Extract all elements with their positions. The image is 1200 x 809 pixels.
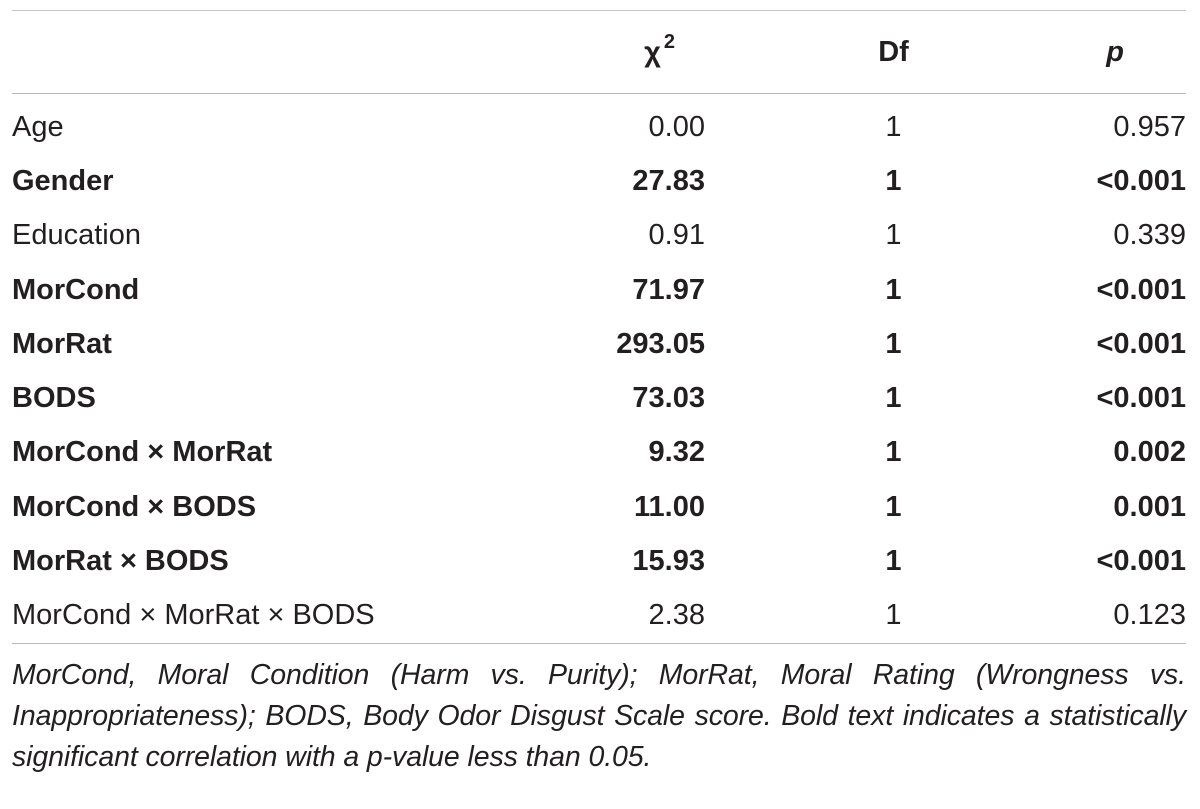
row-df: 1 (885, 490, 902, 523)
row-df: 1 (885, 110, 902, 143)
table-row: MorCond 71.97 1 <0.001 (12, 263, 1186, 317)
row-chi-square: 73.03 (632, 382, 705, 415)
row-p-value: 0.123 (1113, 599, 1186, 632)
table-row: MorRat × BODS 15.93 1 <0.001 (12, 534, 1186, 588)
row-p-value: <0.001 (1096, 327, 1186, 360)
table-body: Age 0.00 1 0.957 Gender 27.83 1 <0.001 Education… (12, 94, 1186, 643)
row-chi-square: 15.93 (632, 545, 705, 578)
row-chi-square: 293.05 (616, 327, 705, 360)
table-row: Gender 27.83 1 <0.001 (12, 154, 1186, 208)
row-p-value: <0.001 (1096, 164, 1186, 197)
header-rule (12, 93, 1186, 94)
row-label: MorRat × BODS (12, 545, 229, 578)
table-row: Education 0.91 1 0.339 (12, 209, 1186, 263)
row-label: MorRat (12, 327, 112, 360)
table-row: Age 0.00 1 0.957 (12, 94, 1186, 154)
row-chi-square: 9.32 (648, 436, 705, 469)
header-label (12, 11, 572, 93)
row-df: 1 (885, 545, 902, 578)
table-row: MorCond × BODS 11.00 1 0.001 (12, 480, 1186, 534)
row-p-value: <0.001 (1096, 273, 1186, 306)
row-df: 1 (885, 219, 902, 252)
header-chi-superscript: 2 (663, 31, 675, 54)
table-top-rule (12, 10, 1186, 11)
row-chi-square: 0.91 (648, 219, 705, 252)
row-p-value: 0.339 (1113, 219, 1186, 252)
row-label: MorCond × BODS (12, 490, 257, 523)
row-df: 1 (885, 327, 902, 360)
table-row: MorRat 293.05 1 <0.001 (12, 317, 1186, 371)
table-footnote: MorCond, Moral Condition (Harm vs. Purit… (12, 658, 1186, 773)
row-chi-square: 27.83 (632, 164, 705, 197)
row-label: Age (12, 110, 64, 143)
row-p-value: <0.001 (1096, 545, 1186, 578)
row-label: MorCond × MorRat (12, 436, 273, 469)
row-p-value: 0.002 (1113, 436, 1186, 469)
row-label: Gender (12, 164, 114, 197)
row-df: 1 (885, 436, 902, 469)
header-p: p (1106, 35, 1124, 68)
row-label: MorCond (12, 273, 140, 306)
row-chi-square: 11.00 (634, 490, 705, 523)
table-bottom-rule (12, 642, 1186, 644)
table-row: MorCond × MorRat 9.32 1 0.002 (12, 426, 1186, 480)
row-df: 1 (885, 599, 902, 632)
header-df: Df (878, 35, 909, 68)
row-chi-square: 0.00 (648, 110, 705, 143)
row-p-value: <0.001 (1096, 382, 1186, 415)
row-df: 1 (885, 382, 902, 415)
header-chi-symbol: χ (644, 36, 661, 69)
row-label: BODS (12, 382, 96, 415)
row-label: Education (12, 219, 141, 252)
row-df: 1 (885, 273, 902, 306)
table-row: MorCond × MorRat × BODS 2.38 1 0.123 (12, 589, 1186, 643)
row-p-value: 0.001 (1113, 490, 1186, 523)
row-p-value: 0.957 (1113, 110, 1186, 143)
row-chi-square: 2.38 (648, 599, 705, 632)
table-row: BODS 73.03 1 <0.001 (12, 371, 1186, 425)
row-df: 1 (885, 164, 902, 197)
row-chi-square: 71.97 (632, 273, 705, 306)
row-label: MorCond × MorRat × BODS (12, 599, 375, 632)
